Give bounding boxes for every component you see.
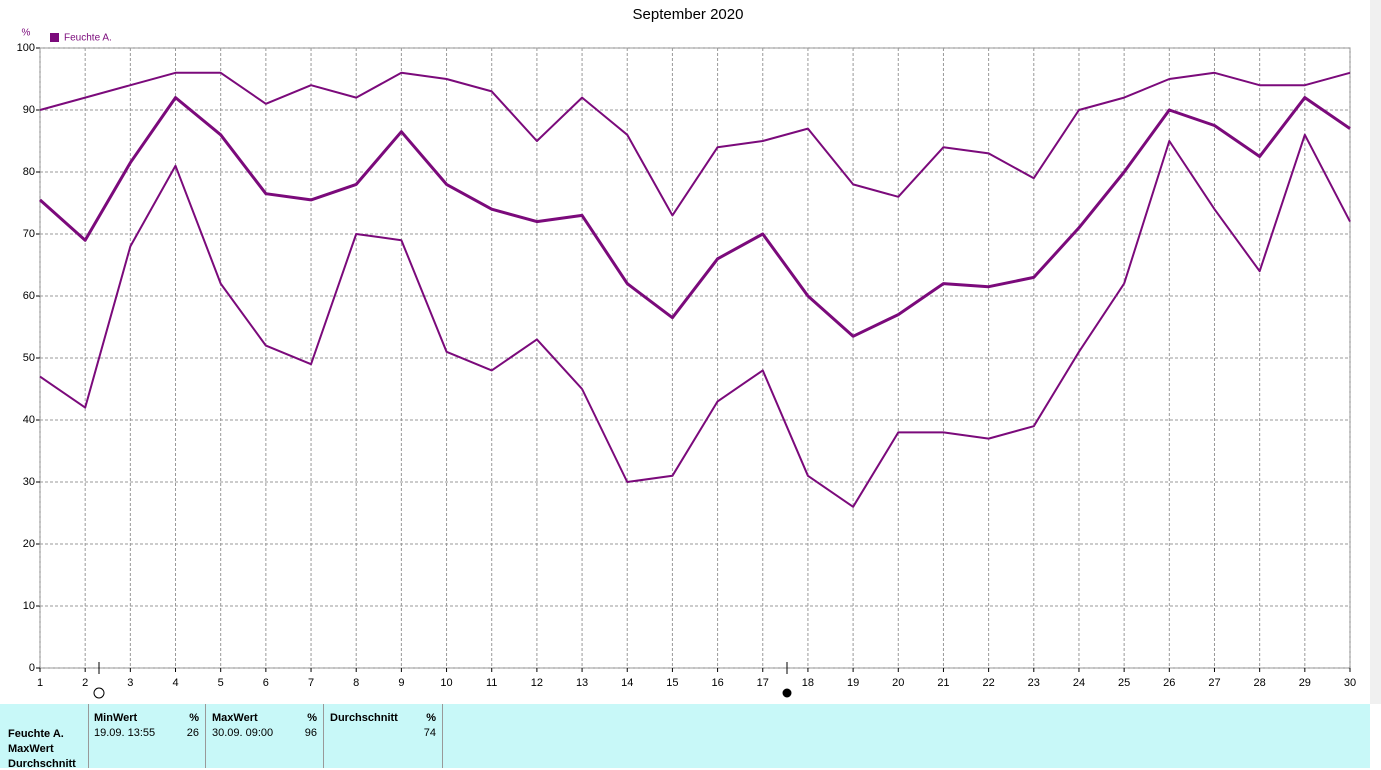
x-tick-label: 4 <box>172 677 178 689</box>
y-tick-label: 80 <box>23 166 35 178</box>
x-tick-label: 30 <box>1344 677 1356 689</box>
legend-label: Feuchte A. <box>64 33 112 44</box>
data-line <box>39 96 1351 338</box>
row-label: MaxWert <box>8 743 54 755</box>
x-tick-label: 23 <box>1028 677 1040 689</box>
y-tick-label: 90 <box>23 104 35 116</box>
x-tick-label: 5 <box>218 677 224 689</box>
x-tick-label: 18 <box>802 677 814 689</box>
x-tick-label: 8 <box>353 677 359 689</box>
chart-title: September 2020 <box>633 6 744 23</box>
y-axis-label: % <box>22 28 31 39</box>
x-tick-label: 25 <box>1118 677 1130 689</box>
y-tick-label: 50 <box>23 352 35 364</box>
x-tick-label: 14 <box>621 677 633 689</box>
stats-column: MaxWert % 30.09. 09:00 96 <box>205 704 323 768</box>
x-tick-label: 27 <box>1208 677 1220 689</box>
data-line <box>39 71 1351 217</box>
col-unit: % <box>307 712 317 724</box>
x-tick-label: 24 <box>1073 677 1085 689</box>
data-line <box>39 133 1351 508</box>
col-time: 19.09. 13:55 <box>94 727 156 739</box>
x-tick-label: 28 <box>1254 677 1266 689</box>
x-tick-label: 29 <box>1299 677 1311 689</box>
col-header: MinWert <box>94 712 138 724</box>
y-tick-label: 100 <box>17 42 35 54</box>
x-tick-label: 7 <box>308 677 314 689</box>
x-tick-label: 2 <box>82 677 88 689</box>
col-value: 74 <box>423 727 436 739</box>
x-tick-label: 10 <box>440 677 452 689</box>
x-tick-label: 20 <box>892 677 904 689</box>
stats-column: MinWert % 19.09. 13:55 26 <box>88 704 205 768</box>
row-label: Durchschnitt <box>8 758 76 770</box>
x-tick-label: 16 <box>711 677 723 689</box>
x-tick-label: 19 <box>847 677 859 689</box>
x-tick-label: 22 <box>982 677 994 689</box>
y-tick-label: 30 <box>23 476 35 488</box>
x-tick-label: 12 <box>531 677 543 689</box>
x-tick-label: 15 <box>666 677 678 689</box>
x-tick-label: 3 <box>127 677 133 689</box>
filled-marker <box>782 688 792 698</box>
col-unit: % <box>426 712 436 724</box>
col-header: MaxWert <box>212 712 258 724</box>
x-tick-label: 21 <box>937 677 949 689</box>
x-tick-label: 1 <box>37 677 43 689</box>
x-tick-label: 6 <box>263 677 269 689</box>
y-tick-label: 70 <box>23 228 35 240</box>
stats-column: Durchschnitt % 74 <box>323 704 443 768</box>
y-tick-label: 20 <box>23 538 35 550</box>
x-tick-label: 13 <box>576 677 588 689</box>
x-tick-label: 26 <box>1163 677 1175 689</box>
y-tick-label: 60 <box>23 290 35 302</box>
row-label: Feuchte A. <box>8 728 64 740</box>
x-tick-label: 9 <box>398 677 404 689</box>
x-tick-label: 17 <box>757 677 769 689</box>
legend-swatch <box>50 33 59 42</box>
y-tick-label: 40 <box>23 414 35 426</box>
y-tick-label: 10 <box>23 600 35 612</box>
col-unit: % <box>189 712 199 724</box>
stats-table: Feuchte A. MaxWert Durchschnitt MinWert … <box>0 704 1370 770</box>
x-tick-label: 11 <box>486 677 497 689</box>
y-tick-label: 0 <box>29 662 35 674</box>
side-strip <box>1370 0 1381 704</box>
col-value: 26 <box>186 727 199 739</box>
chart: September 2020 % Feuchte A. 0 10 20 30 40 50 6… <box>17 0 1381 704</box>
col-time: 30.09. 09:00 <box>212 727 274 739</box>
col-header: Durchschnitt <box>330 712 398 724</box>
open-marker <box>93 687 105 699</box>
col-value: 96 <box>304 727 317 739</box>
